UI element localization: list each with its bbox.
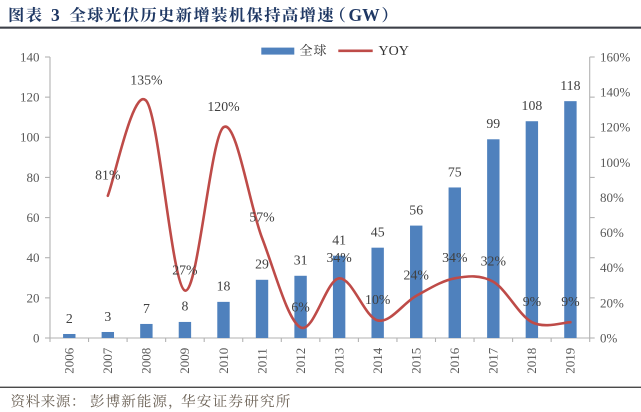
svg-text:60: 60 <box>27 210 40 225</box>
svg-text:GW: GW <box>349 5 381 25</box>
svg-text:56: 56 <box>409 202 423 217</box>
svg-text:3: 3 <box>104 309 111 324</box>
svg-text:9%: 9% <box>523 294 542 309</box>
svg-text:120: 120 <box>20 90 40 105</box>
svg-text:160%: 160% <box>600 49 631 64</box>
svg-text:135%: 135% <box>130 73 163 88</box>
svg-text:140%: 140% <box>600 85 631 100</box>
svg-text:31: 31 <box>294 253 308 268</box>
svg-text:YOY: YOY <box>379 44 409 59</box>
svg-text:120%: 120% <box>600 120 631 135</box>
svg-text:7: 7 <box>143 301 150 316</box>
svg-text:81%: 81% <box>95 168 121 183</box>
svg-text:140: 140 <box>20 49 40 64</box>
svg-text:120%: 120% <box>207 99 240 114</box>
svg-text:3: 3 <box>51 5 60 25</box>
svg-text:0: 0 <box>33 330 40 345</box>
svg-text:2019: 2019 <box>563 348 578 374</box>
svg-text:0%: 0% <box>600 330 618 345</box>
svg-text:10%: 10% <box>365 292 391 307</box>
svg-text:100: 100 <box>20 130 40 145</box>
svg-text:2008: 2008 <box>139 348 154 374</box>
svg-text:24%: 24% <box>404 268 430 283</box>
svg-text:2018: 2018 <box>524 348 539 374</box>
svg-text:2011: 2011 <box>254 348 269 374</box>
svg-text:2017: 2017 <box>486 347 501 374</box>
svg-text:80: 80 <box>27 170 40 185</box>
svg-text:34%: 34% <box>326 250 352 265</box>
svg-text:80%: 80% <box>600 190 624 205</box>
svg-text:8: 8 <box>181 299 188 314</box>
svg-text:20: 20 <box>27 290 40 305</box>
svg-text:9%: 9% <box>561 294 580 309</box>
svg-text:2014: 2014 <box>370 347 385 374</box>
svg-text:118: 118 <box>560 78 580 93</box>
svg-text:6%: 6% <box>291 299 310 314</box>
svg-text:2010: 2010 <box>216 348 231 374</box>
svg-text:40: 40 <box>27 250 40 265</box>
svg-text:2007: 2007 <box>100 347 115 374</box>
svg-text:34%: 34% <box>442 250 468 265</box>
svg-text:29: 29 <box>255 257 269 272</box>
svg-text:100%: 100% <box>600 155 631 170</box>
svg-text:2: 2 <box>66 311 73 326</box>
svg-text:2016: 2016 <box>447 347 462 374</box>
svg-text:2006: 2006 <box>62 347 77 374</box>
svg-text:27%: 27% <box>172 262 198 277</box>
svg-text:2009: 2009 <box>177 348 192 374</box>
svg-text:2012: 2012 <box>293 348 308 374</box>
svg-text:45: 45 <box>371 225 385 240</box>
svg-text:18: 18 <box>217 279 231 294</box>
svg-text:108: 108 <box>522 98 543 113</box>
svg-text:20%: 20% <box>600 295 624 310</box>
svg-text:75: 75 <box>448 164 462 179</box>
svg-text:60%: 60% <box>600 225 624 240</box>
svg-text:57%: 57% <box>249 210 275 225</box>
svg-text:2013: 2013 <box>331 348 346 374</box>
svg-text:40%: 40% <box>600 260 624 275</box>
svg-text:99: 99 <box>486 116 500 131</box>
svg-text:32%: 32% <box>481 254 507 269</box>
svg-text:2015: 2015 <box>409 348 424 374</box>
svg-text:41: 41 <box>332 233 346 248</box>
